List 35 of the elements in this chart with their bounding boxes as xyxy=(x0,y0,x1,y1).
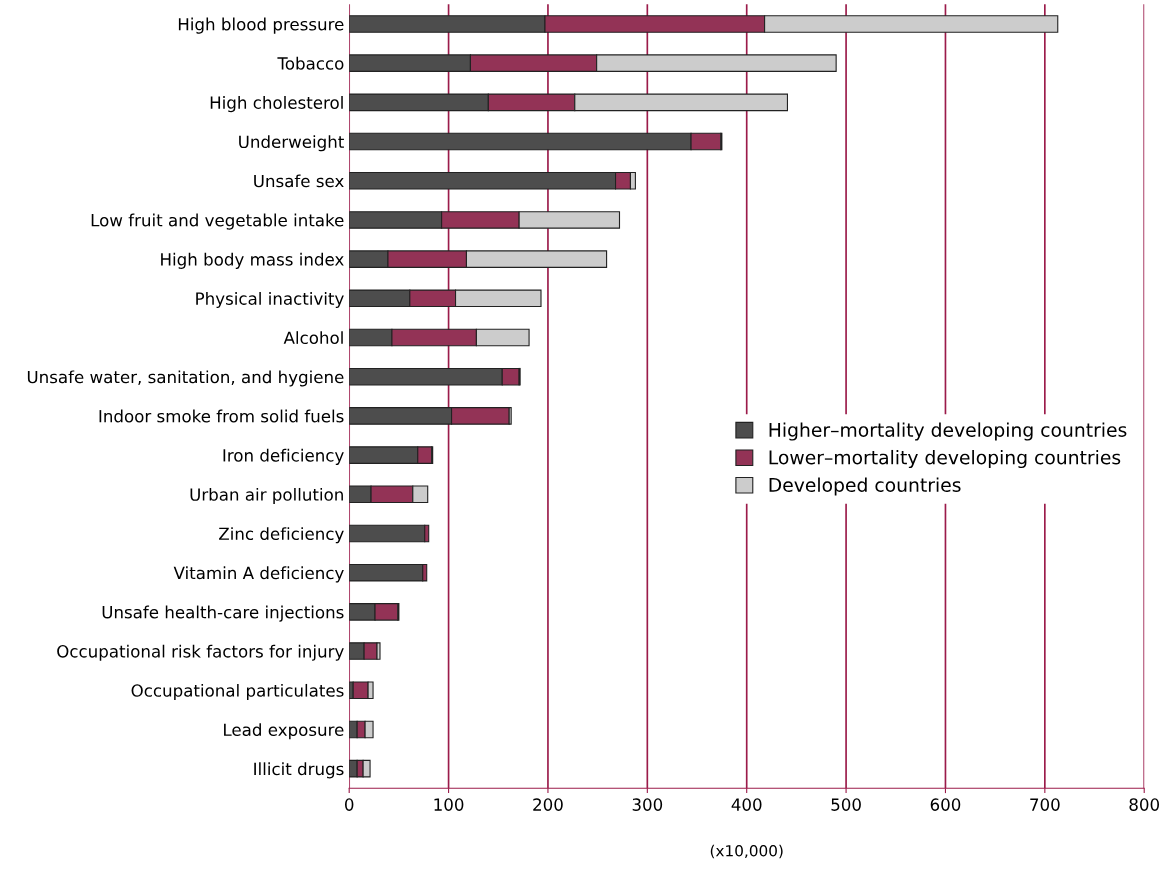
x-tick-label: 800 xyxy=(1129,798,1160,811)
y-tick-label: High cholesterol xyxy=(210,96,343,113)
y-tick-label: Physical inactivity xyxy=(196,291,344,309)
y-tick-label: Unsafe water, sanitation, and hygiene xyxy=(27,370,344,387)
x-tick-label: 100 xyxy=(434,798,464,811)
x-tick-label: 300 xyxy=(632,798,663,811)
y-tick-label: Indoor smoke from solid fuels xyxy=(99,409,344,423)
x-tick-label: 700 xyxy=(1030,798,1060,811)
y-tick-label: Underweight xyxy=(239,135,344,152)
legend-label: Lower–mortality developing countries xyxy=(769,449,1121,469)
y-tick-label: High blood pressure xyxy=(178,17,344,34)
y-tick-label: Unsafe health-care injections xyxy=(102,605,344,622)
y-tick-label: Occupational risk factors for injury xyxy=(57,644,344,661)
y-tick-label: Lead exposure xyxy=(224,723,344,740)
y-tick-label: High body mass index xyxy=(161,252,344,269)
y-tick-label: Occupational particulates xyxy=(131,683,344,701)
x-tick-label: 400 xyxy=(731,798,762,811)
y-tick-label: Unsafe sex xyxy=(254,174,344,188)
y-tick-label: Low fruit and vegetable intake xyxy=(91,213,344,230)
y-tick-label: Zinc deficiency xyxy=(219,527,344,544)
x-axis-title: (x10,000) xyxy=(710,844,783,859)
y-tick-label: Vitamin A deficiency xyxy=(173,566,344,583)
x-tick-label: 200 xyxy=(533,798,563,811)
y-tick-label: Iron deficiency xyxy=(223,448,344,465)
legend-label: Developed countries xyxy=(769,477,961,496)
legend-label: Higher–mortality developing countries xyxy=(769,422,1127,441)
y-tick-label: Illicit drugs xyxy=(254,762,344,779)
x-tick-label: 500 xyxy=(831,798,861,811)
y-tick-label: Urban air pollution xyxy=(190,487,343,505)
x-tick-label: 0 xyxy=(345,798,354,811)
x-tick-label: 600 xyxy=(930,798,961,811)
y-tick-label: Alcohol xyxy=(283,331,343,345)
bar xyxy=(349,563,424,582)
y-tick-label: Tobacco xyxy=(277,56,344,70)
bar xyxy=(349,524,426,543)
